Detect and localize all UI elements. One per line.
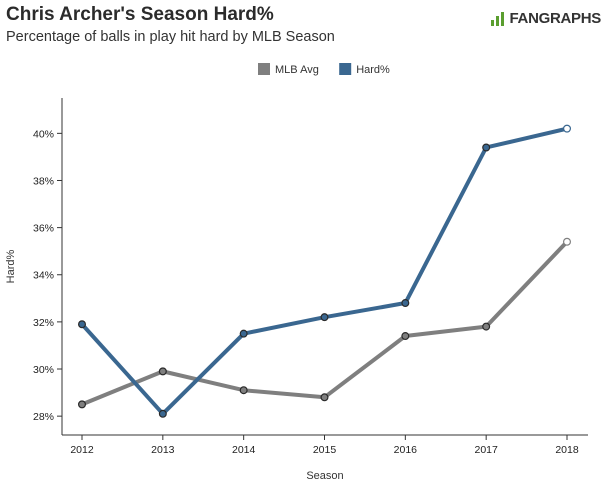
- y-tick-label: 40%: [33, 128, 54, 140]
- y-tick-label: 34%: [33, 270, 54, 282]
- y-tick-label: 38%: [33, 175, 54, 187]
- data-point: [562, 237, 571, 246]
- fangraphs-logo-icon: [490, 12, 504, 26]
- data-point: [77, 320, 86, 329]
- data-point: [77, 400, 86, 409]
- data-point: [401, 332, 410, 341]
- data-point: [320, 393, 329, 402]
- series-line-0: [80, 239, 569, 407]
- y-tick-label: 32%: [33, 317, 54, 329]
- data-point: [158, 367, 167, 376]
- data-point: [562, 124, 571, 133]
- x-tick-label: 2018: [555, 444, 579, 456]
- series-line-1: [80, 126, 569, 416]
- series-0: [77, 237, 571, 409]
- series-1: [77, 124, 571, 418]
- x-tick-label: 2016: [394, 444, 418, 456]
- data-point: [320, 313, 329, 322]
- chart-subtitle: Percentage of balls in play hit hard by …: [6, 29, 335, 45]
- x-axis-title: Season: [306, 470, 343, 482]
- fangraphs-logo: FANGRAPHS: [490, 10, 601, 27]
- x-tick-label: 2017: [474, 444, 498, 456]
- data-point: [158, 409, 167, 418]
- legend-swatch-0: [258, 63, 270, 75]
- logo-text: FANGRAPHS: [509, 10, 602, 27]
- y-tick-label: 36%: [33, 223, 54, 235]
- y-axis-title: Hard%: [5, 249, 17, 283]
- y-tick-label: 30%: [33, 364, 54, 376]
- x-tick-label: 2015: [313, 444, 337, 456]
- data-point: [401, 299, 410, 308]
- y-tick-label: 28%: [33, 411, 54, 423]
- x-tick-label: 2013: [151, 444, 175, 456]
- legend-swatch-1: [339, 63, 352, 75]
- data-point: [482, 143, 491, 152]
- legend-label-1: Hard%: [356, 64, 390, 76]
- data-point: [482, 322, 491, 331]
- x-tick-label: 2012: [70, 444, 94, 456]
- legend-label-0: MLB Avg: [275, 64, 319, 76]
- data-point: [239, 329, 248, 338]
- chart-title: Chris Archer's Season Hard%: [6, 4, 274, 25]
- x-tick-label: 2014: [232, 444, 256, 456]
- data-point: [239, 386, 248, 395]
